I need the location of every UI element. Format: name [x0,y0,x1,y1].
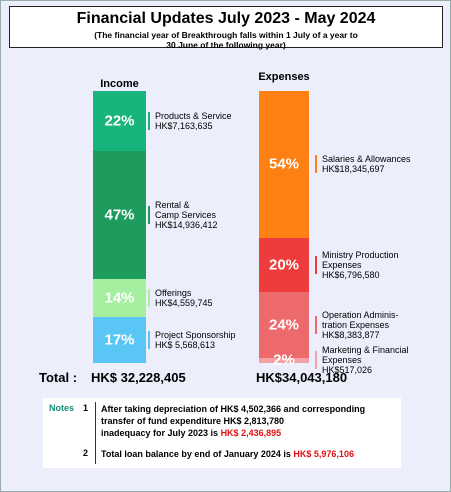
segment [259,292,309,358]
title-box: Financial Updates July 2023 - May 2024 (… [9,6,443,50]
segment [93,316,146,363]
stack-header: Income [100,78,139,90]
notes-box: Notes 1 After taking depreciation of HK$ 4… [43,398,401,468]
segment-amount: HK$ 5,568,613 [155,339,216,350]
segment-label: Salaries & Allowances HK$18,345,697 [316,154,411,174]
stack-total: HK$34,043,180 [256,370,348,385]
segment [93,91,146,151]
segment-name: Products & Service [155,110,232,121]
label-tick [315,256,317,275]
segment-label: Operation Adminis- tration Expenses HK$8,… [316,310,399,340]
percent-label: 22% [104,112,135,130]
note-body: Total loan balance by end of January 202… [101,449,294,459]
segment-amount: HK$4,559,745 [155,297,213,308]
percent-label: 14% [104,289,135,307]
stack-total: HK$ 32,228,405 [91,370,186,385]
segment [93,278,146,317]
segment-name: Offerings [155,287,192,298]
segment-name: Project Sponsorship [155,329,236,340]
note-text: After taking depreciation of HK$ 4,502,3… [101,403,397,439]
segment-amount: HK$517,026 [322,365,373,376]
stack-header: Expenses [258,71,310,83]
note-amount: HK$ 5,976,106 [293,449,354,459]
notes-label: Notes [49,403,75,413]
label-tick [315,351,317,370]
percent-label: 17% [104,331,135,349]
segment-amount: HK$14,936,412 [155,219,218,230]
percent-label: 54% [268,155,300,173]
segment-name: Ministry Production Expenses [322,250,399,271]
percent-label: 47% [104,206,135,224]
segment-name: Salaries & Allowances [322,154,411,165]
percent-label: 2% [273,351,295,369]
segment-label: Rental & Camp Services HK$14,936,412 [149,200,218,230]
segment [259,357,309,363]
label-tick [148,205,150,224]
label-tick [148,288,150,307]
total-label: Total : [39,370,78,385]
title: Financial Updates July 2023 - May 2024 [76,10,376,27]
percent-label: 24% [268,316,300,334]
divider [95,402,96,464]
segment-label: Offerings HK$4,559,745 [149,288,213,308]
label-tick [148,330,150,349]
segment-name: Operation Adminis- tration Expenses [322,309,399,330]
segment-name: Rental & Camp Services [155,199,217,220]
label-tick [148,111,150,130]
segment [259,91,309,238]
subtitle: (The financial year of Breakthrough fall… [94,30,358,50]
label-tick [315,155,317,174]
segment-amount: HK$6,796,580 [322,270,380,281]
note-number: 1 [83,403,89,413]
segment-name: Marketing & Financial Expenses [322,345,409,366]
note-text: Total loan balance by end of January 202… [101,448,397,460]
note-body: After taking depreciation of HK$ 4,502,3… [101,404,366,438]
segment-amount: HK$18,345,697 [322,164,385,175]
segment-amount: HK$7,163,635 [155,120,213,131]
label-tick [315,315,317,334]
segment-amount: HK$8,383,877 [322,329,380,340]
segment [259,237,309,293]
segment-label: Products & Service HK$7,163,635 [149,111,232,131]
percent-label: 20% [268,256,300,274]
note-number: 2 [83,448,89,458]
segment-label: Ministry Production Expenses HK$6,796,580 [316,250,399,280]
note-amount: HK$ 2,436,895 [220,428,282,438]
segment-label: Project Sponsorship HK$ 5,568,613 [149,330,236,350]
segment-label: Marketing & Financial Expenses HK$517,026 [316,345,409,375]
segment [93,150,146,279]
